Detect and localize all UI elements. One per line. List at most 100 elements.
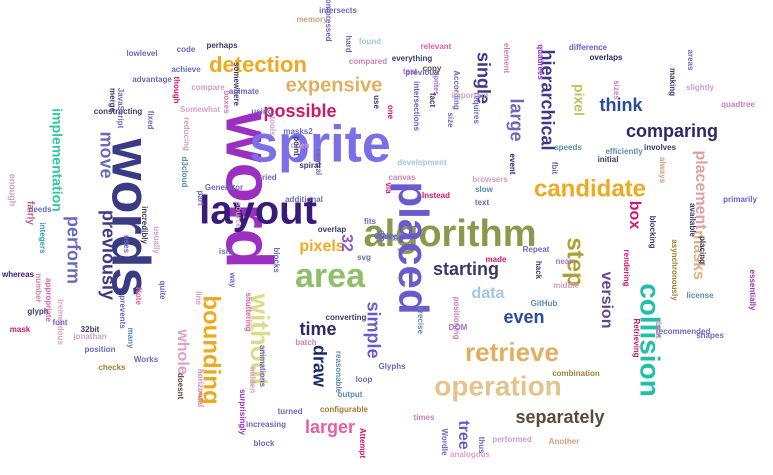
word-135: size: [446, 112, 455, 128]
word-52: Generator: [205, 183, 243, 192]
word-183: quite: [158, 280, 167, 300]
word-116: available: [688, 203, 697, 237]
word-142: memory: [296, 15, 328, 24]
word-39: whole: [174, 328, 191, 374]
word-127: everything: [392, 54, 433, 63]
word-19: implementation: [49, 108, 65, 211]
word-1: words: [101, 137, 161, 297]
word-90: recommended: [656, 327, 711, 336]
word-101: positioning: [452, 296, 461, 339]
word-82: times: [414, 413, 435, 422]
word-160: fixed: [146, 111, 155, 130]
word-2: sprite: [249, 116, 391, 174]
word-110: initial: [598, 155, 619, 164]
word-178: uses: [122, 235, 131, 254]
word-57: glyph: [27, 307, 48, 316]
word-157: JavaScript: [116, 88, 125, 129]
word-123: quadrees: [536, 44, 545, 80]
word-100: precise: [416, 306, 425, 335]
word-94: combination: [552, 369, 600, 378]
word-34: data: [472, 285, 505, 302]
word-50: overlaps: [590, 53, 623, 62]
word-36: draw: [309, 345, 329, 388]
word-170: fits: [364, 217, 377, 226]
word-141: intersects: [319, 6, 357, 15]
word-190: OR: [376, 230, 385, 242]
word-64: tremendous: [56, 299, 65, 345]
word-130: According: [452, 70, 461, 110]
word-71: doesnt: [176, 373, 185, 400]
word-44: enough: [8, 174, 18, 207]
word-147: animate: [229, 87, 260, 96]
word-186: Works: [134, 355, 159, 364]
word-174: part: [196, 190, 205, 205]
word-153: lowlevel: [126, 49, 157, 58]
word-0: word: [213, 110, 287, 269]
word-73: hidden: [248, 367, 257, 393]
word-74: surprisingly: [238, 389, 247, 435]
word-30: box: [626, 201, 643, 230]
word-187: animations: [258, 345, 267, 388]
word-136: use: [372, 95, 381, 109]
word-68: 32bit: [81, 325, 100, 334]
word-188: increasing: [246, 420, 286, 429]
word-66: number: [34, 273, 43, 302]
word-192: set: [380, 232, 392, 241]
word-8: operation: [434, 370, 562, 401]
word-189: turned: [278, 407, 303, 416]
word-106: browsers: [472, 175, 508, 184]
word-78: thus: [477, 437, 486, 454]
word-85: converting: [326, 313, 367, 322]
word-3: layout: [199, 189, 317, 233]
word-81: Another: [549, 437, 580, 446]
word-80: performed: [492, 435, 532, 444]
word-10: collision: [635, 283, 666, 397]
word-53: Repeat: [523, 245, 550, 254]
word-167: additional: [285, 195, 323, 204]
word-16: expensive: [286, 74, 383, 96]
word-13: step: [562, 237, 589, 286]
word-76: configurable: [320, 405, 369, 414]
word-96: near: [556, 257, 573, 266]
word-5: placed: [390, 181, 437, 314]
word-70: many: [126, 328, 135, 349]
word-146: boxes: [222, 90, 231, 114]
word-112: involves: [644, 143, 677, 152]
word-156: constructing: [94, 107, 143, 116]
word-179: svg: [357, 253, 371, 262]
word-154: advantage: [132, 75, 172, 84]
word-155: merge: [108, 88, 117, 113]
word-72: horizontal: [196, 369, 205, 407]
word-151: compare: [191, 83, 225, 92]
word-32: starting: [433, 259, 499, 279]
word-26: large: [506, 98, 526, 141]
word-102: DOM: [449, 323, 468, 332]
word-27: pixel: [571, 84, 587, 116]
word-54: canvas: [388, 173, 416, 182]
word-119: slightly: [686, 83, 715, 92]
word-125: relevant: [421, 42, 452, 51]
word-140: compressed: [324, 0, 333, 42]
word-89: shuttering: [244, 292, 253, 331]
word-139: hard: [344, 35, 353, 52]
word-67: font: [52, 318, 67, 327]
word-109: speeds: [554, 143, 582, 152]
word-11: bounding: [198, 295, 225, 404]
word-41: 32: [338, 234, 355, 252]
word-181: blocks: [272, 247, 281, 273]
word-118: placing: [698, 236, 707, 264]
word-169: via: [384, 182, 393, 194]
word-134: important: [452, 91, 489, 100]
word-14: hierarchical: [537, 49, 557, 150]
word-172: source: [234, 202, 243, 229]
word-24: think: [600, 95, 644, 115]
word-105: development: [397, 158, 447, 167]
word-38: larger: [305, 417, 355, 437]
word-148: perhaps: [206, 41, 238, 50]
word-59: integers: [38, 222, 47, 254]
word-168: tried: [259, 173, 276, 182]
word-166: point: [292, 136, 301, 156]
word-145: using: [251, 107, 272, 116]
word-9: retrieve: [465, 337, 559, 367]
